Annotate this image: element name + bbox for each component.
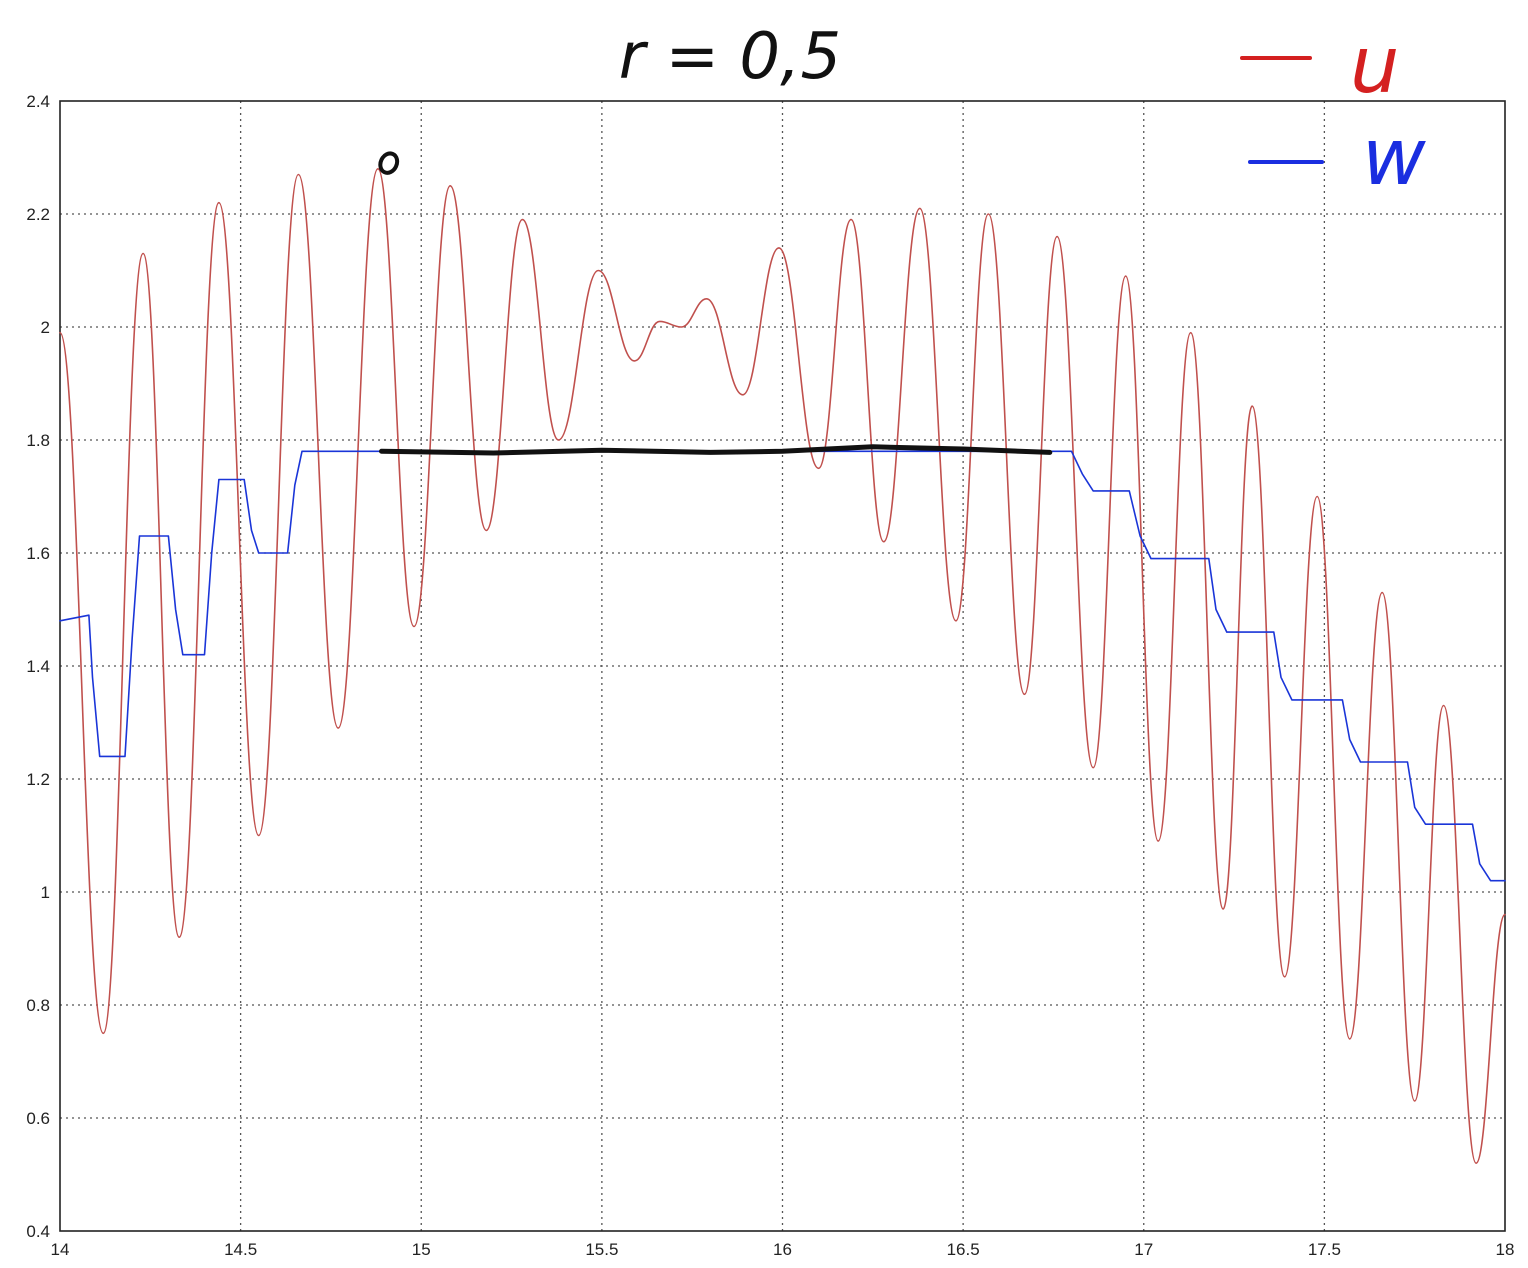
plot-area-frame [59,100,1506,1232]
y-tick-label: 0.6 [26,1109,50,1128]
series-line-w [59,450,1506,882]
x-tick-label: 14.5 [224,1240,257,1259]
x-tick-label: 16.5 [947,1240,980,1259]
y-tick-label: 2.2 [26,205,50,224]
series-lines [59,168,1506,1164]
x-tick-label: 17 [1134,1240,1153,1259]
y-tick-label: 1.2 [26,770,50,789]
x-tick-label: 14 [51,1240,70,1259]
grid [60,101,1505,1231]
y-tick-label: 1.4 [26,657,50,676]
x-tick-label: 15.5 [585,1240,618,1259]
tick-labels: 14 14.5 15 15.5 16 16.5 17 17.5 18 0.4 0.6 0.8 1 1.2 1… [26,92,1514,1259]
x-tick-label: 15 [412,1240,431,1259]
y-tick-label: 2.4 [26,92,50,111]
y-tick-label: 1.6 [26,544,50,563]
chart-title: r = 0,5 [619,20,841,94]
y-tick-label: 1 [41,883,50,902]
x-tick-label: 18 [1496,1240,1515,1259]
legend-label-w: w [1362,113,1426,203]
y-tick-label: 0.8 [26,996,50,1015]
series-line-u [59,168,1506,1164]
series-line-hand-line-2 [379,444,1053,456]
annotations [378,151,400,175]
circle-mark-annotation [378,151,400,175]
x-tick-label: 16 [773,1240,792,1259]
y-tick-label: 2 [41,318,50,337]
y-tick-label: 0.4 [26,1222,50,1241]
y-tick-label: 1.8 [26,431,50,450]
legend-label-u: u [1350,21,1399,111]
x-tick-label: 17.5 [1308,1240,1341,1259]
legend: u w [1240,21,1426,203]
